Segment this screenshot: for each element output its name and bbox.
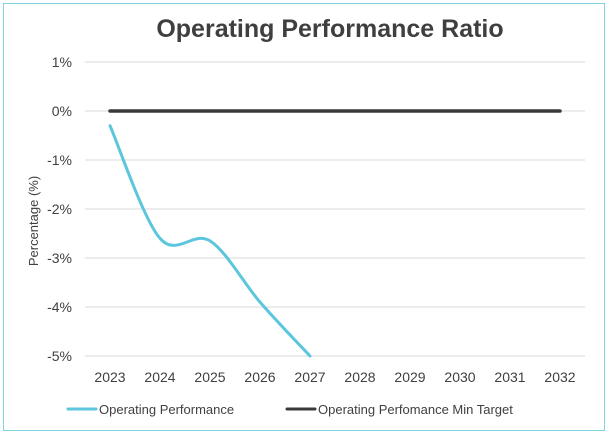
x-tick-label: 2024 — [144, 369, 175, 385]
x-tick-label: 2031 — [494, 369, 525, 385]
x-tick-label: 2032 — [544, 369, 575, 385]
y-tick-label: -5% — [47, 348, 72, 364]
y-tick-label: -3% — [47, 250, 72, 266]
x-tick-label: 2025 — [194, 369, 225, 385]
legend-label: Operating Perfomance Min Target — [318, 402, 513, 417]
chart-title: Operating Performance Ratio — [156, 15, 503, 43]
legend-label: Operating Performance — [99, 402, 234, 417]
y-tick-label: 1% — [52, 54, 72, 70]
gridlines — [85, 61, 585, 357]
y-tick-label: -1% — [47, 152, 72, 168]
x-tick-label: 2030 — [444, 369, 475, 385]
y-axis-title: Percentage (%) — [26, 176, 41, 266]
x-axis-ticks: 2023 2024 2025 2026 2027 2028 2029 2030 2031 2032 — [94, 369, 575, 385]
y-axis-ticks: 1% 0% -1% -2% -3% -4% -5% — [47, 54, 72, 364]
legend: Operating Performance Operating Perfomanc… — [66, 402, 513, 417]
x-tick-label: 2027 — [294, 369, 325, 385]
x-tick-label: 2026 — [244, 369, 275, 385]
series-lines — [108, 109, 562, 358]
x-tick-label: 2028 — [344, 369, 375, 385]
chart-frame — [3, 3, 605, 431]
x-tick-label: 2029 — [394, 369, 425, 385]
y-tick-label: -2% — [47, 201, 72, 217]
x-tick-label: 2023 — [94, 369, 125, 385]
series-line-operating-performance — [108, 124, 312, 358]
y-tick-label: -4% — [47, 299, 72, 315]
y-tick-label: 0% — [52, 103, 72, 119]
